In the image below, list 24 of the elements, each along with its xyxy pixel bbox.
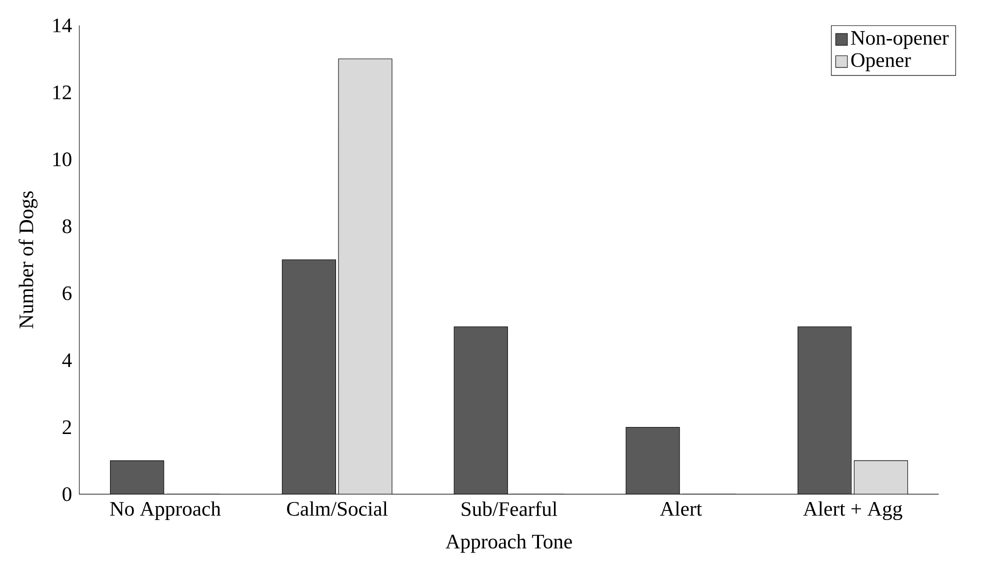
bar — [798, 326, 852, 494]
x-tick-label: Calm/Social — [287, 501, 388, 516]
x-axis-title: Approach Tone — [446, 534, 572, 553]
y-tick-label: 0 — [62, 487, 72, 501]
y-tick-label: 14 — [53, 18, 72, 32]
bar — [338, 58, 392, 494]
legend-label: Non-opener — [851, 30, 949, 49]
y-tick-label: 6 — [62, 286, 72, 300]
bar — [454, 326, 508, 494]
bar — [282, 260, 336, 494]
bar — [110, 460, 164, 494]
y-axis-title: Number of Dogs — [18, 191, 38, 328]
x-tick-label: No Approach — [110, 501, 221, 520]
x-tick-label: Sub/Fearful — [462, 501, 558, 516]
y-tick-label: 12 — [53, 85, 71, 99]
y-tick-label: 8 — [62, 219, 72, 234]
y-tick-label: 4 — [62, 353, 72, 367]
y-tick-label: 2 — [62, 420, 71, 434]
legend-label: Opener — [851, 53, 911, 72]
x-tick-label: Alert — [660, 501, 702, 516]
bar — [626, 427, 680, 494]
bar — [854, 460, 908, 494]
x-tick-label: Alert + Agg — [803, 501, 902, 520]
y-tick-label: 10 — [53, 152, 72, 166]
